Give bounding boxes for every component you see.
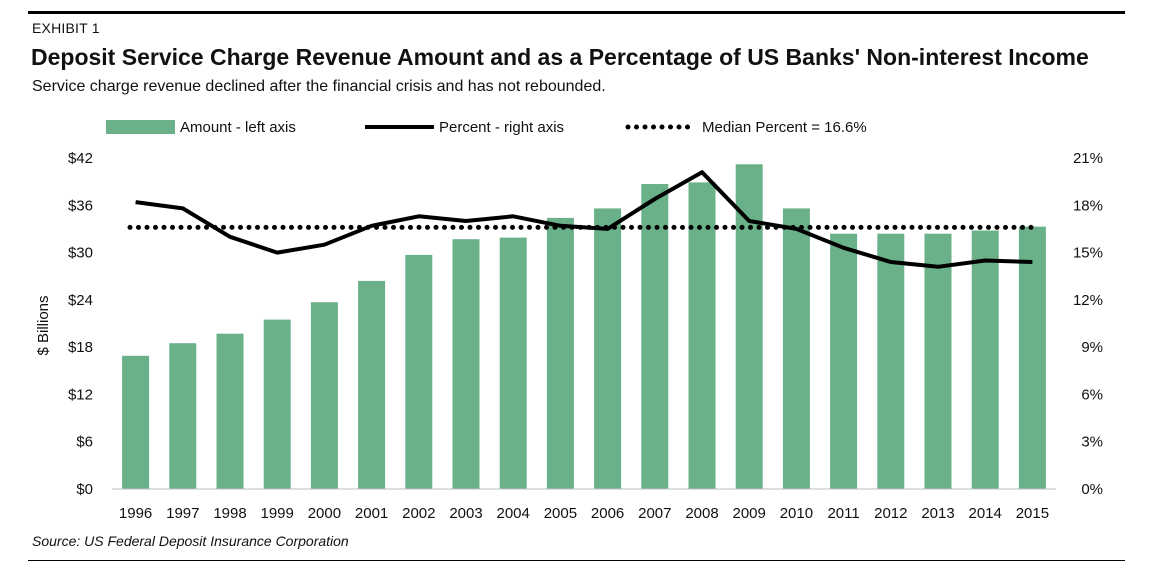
y-tick-label: $12 — [68, 386, 93, 403]
source-note: Source: US Federal Deposit Insurance Cor… — [32, 533, 349, 549]
axes: 1996 1997 1998 1999 2000 2001 2002 2003 2004 2005… — [35, 150, 1103, 522]
y2-tick-label: 3% — [1081, 434, 1103, 451]
x-tick-label: 2015 — [1016, 505, 1049, 522]
legend-label-percent: Percent - right axis — [439, 119, 564, 136]
bar-2015 — [1018, 226, 1046, 489]
x-tick-label: 2005 — [544, 505, 577, 522]
x-tick-label: 2007 — [638, 505, 671, 522]
x-tick-label: 2002 — [402, 505, 435, 522]
legend-label-amount: Amount - left axis — [180, 119, 296, 136]
bar-2003 — [452, 239, 480, 489]
bar-2008 — [688, 182, 716, 489]
exhibit-label: EXHIBIT 1 — [32, 20, 100, 36]
bar-series — [122, 164, 1046, 490]
legend: Amount - left axis Percent - right axis Me… — [106, 119, 867, 136]
x-tick-label: 1998 — [213, 505, 246, 522]
bar-2004 — [499, 237, 527, 489]
y2-tick-label: 0% — [1081, 481, 1103, 498]
y-tick-label: $42 — [68, 150, 93, 167]
x-tick-label: 2013 — [921, 505, 954, 522]
percent-line — [135, 170, 1033, 269]
x-tick-label: 2009 — [733, 505, 766, 522]
y-tick-label: $30 — [68, 245, 93, 262]
chart-subtitle: Service charge revenue declined after th… — [32, 78, 606, 95]
legend-label-median: Median Percent = 16.6% — [702, 119, 867, 136]
y-tick-label: $6 — [76, 434, 93, 451]
y2-tick-label: 12% — [1073, 292, 1103, 309]
y2-tick-label: 18% — [1073, 197, 1103, 214]
x-tick-label: 2000 — [308, 505, 341, 522]
bar-2012 — [877, 233, 905, 489]
legend-swatch-amount — [106, 120, 175, 134]
bar-2014 — [971, 230, 999, 489]
x-tick-label: 1999 — [261, 505, 294, 522]
bar-2005 — [546, 217, 574, 489]
bar-2010 — [782, 208, 810, 489]
y-tick-label: $36 — [68, 197, 93, 214]
bar-2000 — [310, 302, 338, 489]
x-tick-label: 2003 — [449, 505, 482, 522]
y2-tick-label: 15% — [1073, 245, 1103, 262]
bar-1998 — [216, 333, 244, 489]
percent-line-group — [135, 170, 1033, 269]
top-rule — [28, 11, 1125, 14]
x-tick-label: 2010 — [780, 505, 813, 522]
bar-2006 — [594, 208, 622, 489]
y-tick-label: $24 — [68, 292, 93, 309]
x-tick-label: 2008 — [685, 505, 718, 522]
y-axis-label: $ Billions — [35, 295, 52, 355]
x-tick-label: 2001 — [355, 505, 388, 522]
y2-tick-label: 9% — [1081, 339, 1103, 356]
bar-2013 — [924, 233, 952, 489]
bar-1996 — [122, 355, 150, 489]
x-tick-label: 2011 — [827, 505, 859, 522]
x-tick-label: 1997 — [166, 505, 199, 522]
x-tick-label: 2004 — [497, 505, 530, 522]
bar-2007 — [641, 184, 669, 489]
x-tick-label: 2006 — [591, 505, 624, 522]
bar-2002 — [405, 254, 433, 489]
x-tick-label: 2014 — [969, 505, 1002, 522]
x-tick-label: 2012 — [874, 505, 907, 522]
bar-2001 — [358, 280, 386, 489]
bar-1999 — [263, 319, 291, 489]
y-tick-label: $0 — [76, 481, 93, 498]
bar-1997 — [169, 343, 197, 489]
bottom-rule — [28, 560, 1125, 561]
y2-tick-label: 6% — [1081, 386, 1103, 403]
y-tick-label: $18 — [68, 339, 93, 356]
bar-2011 — [830, 233, 858, 489]
y2-tick-label: 21% — [1073, 150, 1103, 167]
chart-title: Deposit Service Charge Revenue Amount an… — [31, 44, 1089, 70]
x-tick-label: 1996 — [119, 505, 152, 522]
